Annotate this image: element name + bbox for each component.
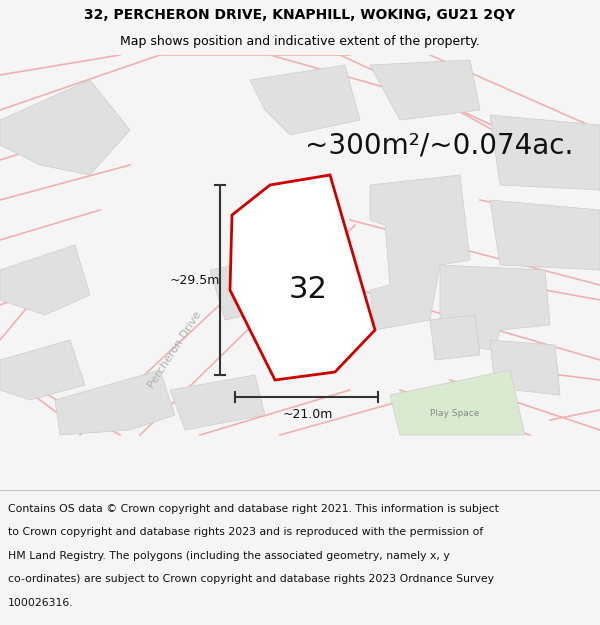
Polygon shape: [440, 265, 550, 350]
Text: Contains OS data © Crown copyright and database right 2021. This information is : Contains OS data © Crown copyright and d…: [8, 504, 499, 514]
Polygon shape: [430, 315, 480, 360]
Polygon shape: [55, 370, 175, 435]
Text: Percheron Drive: Percheron Drive: [146, 310, 203, 390]
Text: ~29.5m: ~29.5m: [170, 274, 220, 286]
Polygon shape: [250, 65, 360, 135]
Polygon shape: [0, 245, 90, 315]
Polygon shape: [370, 175, 470, 330]
Text: ~300m²/~0.074ac.: ~300m²/~0.074ac.: [305, 131, 574, 159]
Text: Play Space: Play Space: [430, 409, 479, 418]
Text: to Crown copyright and database rights 2023 and is reproduced with the permissio: to Crown copyright and database rights 2…: [8, 527, 483, 537]
Text: HM Land Registry. The polygons (including the associated geometry, namely x, y: HM Land Registry. The polygons (includin…: [8, 551, 449, 561]
Text: 32: 32: [289, 276, 328, 304]
Polygon shape: [390, 370, 525, 435]
Polygon shape: [230, 175, 375, 380]
Polygon shape: [370, 60, 480, 120]
Polygon shape: [490, 340, 560, 395]
Text: ~21.0m: ~21.0m: [283, 409, 333, 421]
Text: co-ordinates) are subject to Crown copyright and database rights 2023 Ordnance S: co-ordinates) are subject to Crown copyr…: [8, 574, 494, 584]
Polygon shape: [490, 200, 600, 270]
Polygon shape: [0, 80, 130, 175]
Polygon shape: [490, 115, 600, 190]
Polygon shape: [0, 340, 85, 400]
Text: Map shows position and indicative extent of the property.: Map shows position and indicative extent…: [120, 35, 480, 48]
Text: 100026316.: 100026316.: [8, 598, 73, 608]
Polygon shape: [210, 255, 295, 320]
Polygon shape: [170, 375, 265, 430]
Text: 32, PERCHERON DRIVE, KNAPHILL, WOKING, GU21 2QY: 32, PERCHERON DRIVE, KNAPHILL, WOKING, G…: [85, 8, 515, 22]
